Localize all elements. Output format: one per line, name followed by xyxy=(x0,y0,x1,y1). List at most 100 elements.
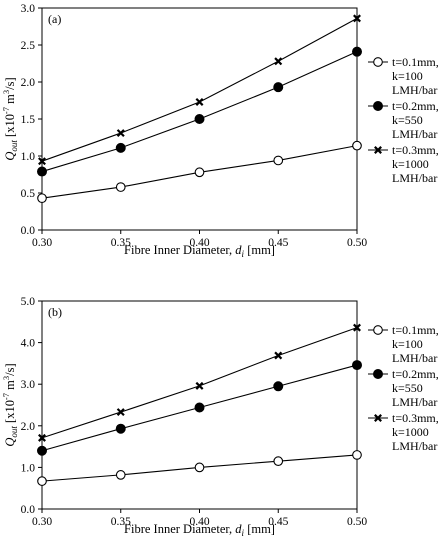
x-tick-label: 0.45 xyxy=(268,237,288,249)
data-point xyxy=(352,360,362,371)
series-3 xyxy=(38,323,361,442)
data-point xyxy=(195,381,204,390)
x-tick-label: 0.30 xyxy=(32,516,52,528)
data-point xyxy=(194,402,205,413)
y-tick-label: 2.0 xyxy=(21,421,36,433)
chart-panel-1: (a) 0.0 0.5 1.0 1.5 2.0 2.5 3.0 0.30 0.35 0.40 0.45… xyxy=(1,3,439,259)
legend-marker xyxy=(374,146,382,154)
chart-panel-2: (b) 0.0 1.0 2.0 3.0 4.0 5.0 0.30 0.35 0.40 0.45 0.5… xyxy=(1,296,439,538)
legend-label: LMH/bar xyxy=(392,351,437,365)
data-point xyxy=(37,166,47,177)
data-point xyxy=(353,14,361,23)
y-tick-label: 1.0 xyxy=(21,151,36,163)
legend-marker xyxy=(373,325,383,335)
x-tick-label: 0.40 xyxy=(189,516,209,528)
series-line xyxy=(41,51,358,173)
data-point xyxy=(352,46,362,57)
legend-label: t=0.1mm, xyxy=(392,55,439,69)
data-point xyxy=(274,351,283,360)
legend-label: LMH/bar xyxy=(392,127,437,141)
x-tick-label: 0.50 xyxy=(347,237,367,249)
x-axis-label: Fibre Inner Diameter, di [mm] xyxy=(124,522,275,538)
x-tick-label: 0.30 xyxy=(32,237,52,249)
legend-label: k=100 xyxy=(392,69,423,83)
y-tick-label: 0.0 xyxy=(21,504,36,516)
legend-label: k=550 xyxy=(392,113,423,127)
data-point xyxy=(115,142,126,153)
legend-label: LMH/bar xyxy=(392,83,437,97)
data-point xyxy=(116,408,125,417)
data-point xyxy=(194,167,205,178)
data-point xyxy=(37,445,47,456)
y-tick-label: 0.5 xyxy=(21,188,36,200)
y-tick-label: 5.0 xyxy=(21,296,36,308)
data-point xyxy=(352,450,362,460)
data-point xyxy=(37,476,47,486)
data-point xyxy=(353,323,361,332)
data-point xyxy=(273,456,284,467)
data-point xyxy=(115,423,126,434)
y-tick-label: 1.0 xyxy=(21,462,36,474)
x-axis-label: Fibre Inner Diameter, di [mm] xyxy=(124,243,275,259)
panel-label: (a) xyxy=(48,12,61,26)
x-tick-label: 0.40 xyxy=(189,237,209,249)
legend-label: k=1000 xyxy=(392,157,429,171)
legend-label: LMH/bar xyxy=(392,395,437,409)
data-point xyxy=(37,193,47,204)
y-tick-label: 2.5 xyxy=(21,40,36,52)
series-2 xyxy=(37,46,362,177)
legend-label: t=0.2mm, xyxy=(392,367,439,381)
series-2 xyxy=(37,360,362,456)
legend-marker xyxy=(373,57,383,67)
series-line xyxy=(41,327,358,439)
data-point xyxy=(352,140,362,151)
y-tick-label: 2.0 xyxy=(21,77,36,89)
series-3 xyxy=(38,14,361,166)
x-tick-label: 0.35 xyxy=(111,237,131,249)
legend-label: k=1000 xyxy=(392,425,429,439)
data-point xyxy=(273,155,284,166)
series-1 xyxy=(37,140,362,204)
y-tick-label: 0.0 xyxy=(21,225,36,237)
data-point xyxy=(273,381,284,392)
y-axis-label: Qout [x10-7 m3/s] xyxy=(1,77,19,160)
series-line xyxy=(41,17,358,162)
legend-label: k=100 xyxy=(392,337,423,351)
legend-label: t=0.2mm, xyxy=(392,99,439,113)
x-tick-label: 0.45 xyxy=(268,516,288,528)
data-point xyxy=(38,157,46,166)
legend-marker xyxy=(373,101,383,111)
y-axis-label: Qout [x10-7 m3/s] xyxy=(1,363,19,446)
data-point xyxy=(38,433,46,442)
data-point xyxy=(195,98,204,106)
data-point xyxy=(194,462,205,473)
legend-marker xyxy=(373,369,383,379)
data-point xyxy=(273,82,284,93)
legend-label: LMH/bar xyxy=(392,439,437,453)
legend-label: t=0.3mm, xyxy=(392,143,439,157)
legend-label: k=550 xyxy=(392,381,423,395)
data-point xyxy=(274,57,283,66)
panel-label: (b) xyxy=(48,305,62,319)
series-1 xyxy=(37,450,362,486)
data-point xyxy=(115,470,126,480)
data-point xyxy=(116,129,125,138)
y-tick-label: 3.0 xyxy=(21,379,36,391)
x-tick-label: 0.35 xyxy=(111,516,131,528)
legend-label: t=0.1mm, xyxy=(392,323,439,337)
data-point xyxy=(115,182,126,192)
legend-label: t=0.3mm, xyxy=(392,411,439,425)
legend-label: LMH/bar xyxy=(392,171,437,185)
y-tick-label: 1.5 xyxy=(21,114,36,126)
y-tick-label: 4.0 xyxy=(21,338,36,350)
x-tick-label: 0.50 xyxy=(347,516,367,528)
legend-marker xyxy=(374,414,382,422)
data-point xyxy=(194,114,205,124)
